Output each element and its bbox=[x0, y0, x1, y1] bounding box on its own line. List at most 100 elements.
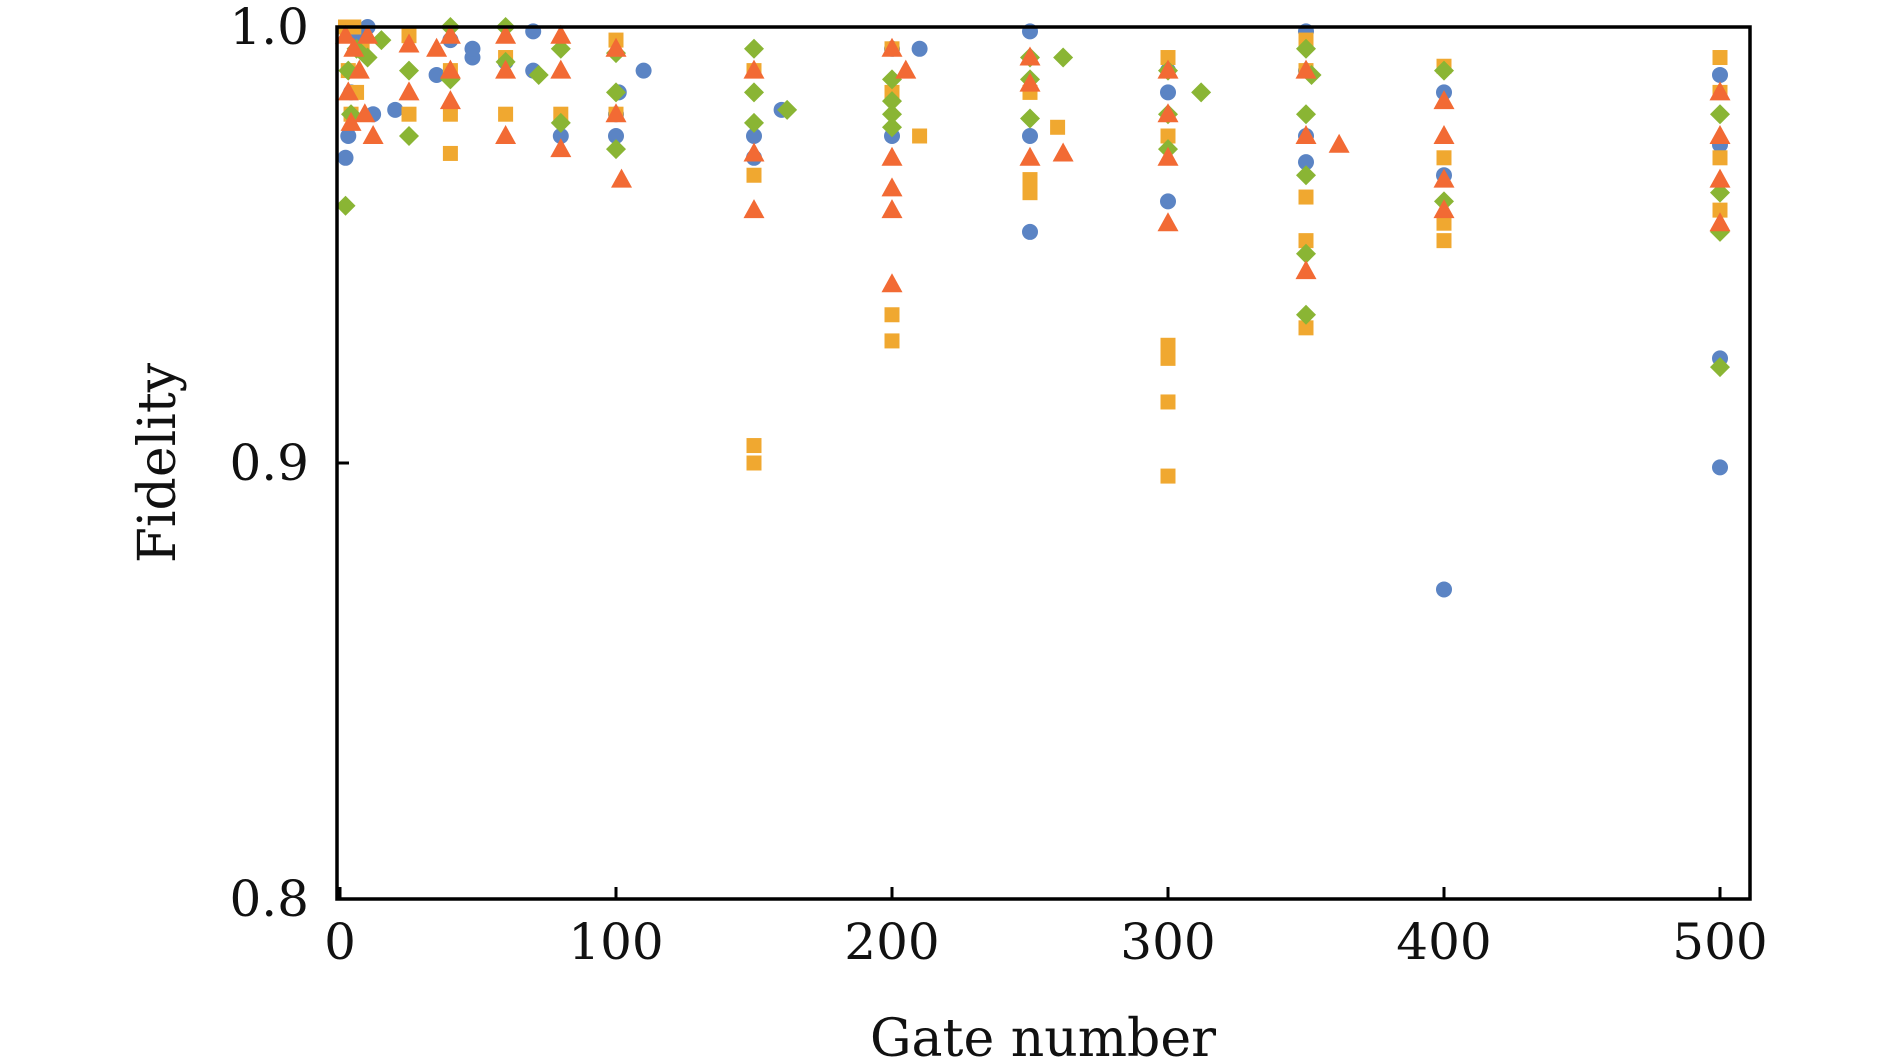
data-point-circle bbox=[911, 40, 928, 57]
data-point-circle bbox=[746, 128, 762, 144]
data-point-triangle bbox=[743, 142, 765, 162]
data-point-triangle bbox=[605, 103, 627, 123]
data-point-triangle bbox=[1295, 260, 1317, 280]
data-point-diamond bbox=[1710, 182, 1730, 203]
data-point-square bbox=[1436, 150, 1452, 166]
data-point-diamond bbox=[777, 99, 798, 120]
data-point-circle bbox=[1160, 193, 1176, 210]
data-point-circle bbox=[608, 128, 624, 144]
data-point-triangle bbox=[1157, 103, 1179, 123]
data-point-triangle bbox=[1709, 81, 1731, 101]
data-point-triangle bbox=[881, 199, 903, 219]
data-point-square bbox=[1298, 233, 1314, 249]
data-point-square bbox=[1436, 233, 1452, 249]
data-point-square bbox=[1160, 50, 1176, 66]
data-point-diamond bbox=[550, 38, 571, 59]
data-point-diamond bbox=[744, 112, 764, 133]
data-point-triangle bbox=[340, 111, 362, 131]
data-point-square bbox=[746, 455, 762, 471]
data-point-circle bbox=[1436, 581, 1452, 598]
data-point-diamond bbox=[1710, 104, 1730, 125]
data-point-triangle bbox=[1019, 46, 1041, 66]
x-tick-label: 200 bbox=[844, 913, 939, 971]
data-point-square bbox=[1298, 320, 1314, 336]
data-point-triangle bbox=[337, 81, 359, 101]
data-point-triangle bbox=[1433, 199, 1455, 219]
data-point-triangle bbox=[354, 103, 376, 123]
data-point-circle bbox=[1298, 154, 1314, 171]
data-point-triangle bbox=[611, 168, 633, 188]
data-point-diamond bbox=[1296, 165, 1316, 186]
data-point-diamond bbox=[1296, 304, 1316, 325]
data-point-circle bbox=[387, 101, 404, 118]
data-point-triangle bbox=[1157, 146, 1179, 166]
data-point-triangle bbox=[1709, 168, 1731, 188]
data-point-square bbox=[746, 438, 762, 454]
data-point-triangle bbox=[1433, 168, 1455, 188]
data-point-triangle bbox=[881, 146, 903, 166]
data-point-triangle bbox=[1019, 146, 1041, 166]
data-point-circle bbox=[1160, 84, 1176, 101]
data-point-triangle bbox=[1019, 72, 1041, 92]
data-point-triangle bbox=[343, 37, 365, 57]
data-point-triangle bbox=[550, 59, 572, 79]
y-axis-title: Fidelity bbox=[128, 362, 188, 563]
data-point-triangle bbox=[743, 59, 765, 79]
data-point-square bbox=[1436, 215, 1452, 231]
data-point-triangle bbox=[426, 37, 448, 57]
data-point-circle bbox=[340, 128, 357, 144]
data-point-triangle bbox=[1157, 59, 1179, 79]
data-point-triangle bbox=[357, 24, 379, 44]
data-point-square bbox=[401, 106, 417, 122]
axis-ticks: 0 100 200 300 400 500 0.8 0.9 1.0 bbox=[229, 0, 1767, 971]
data-point-diamond bbox=[606, 82, 626, 103]
data-point-circle bbox=[635, 62, 652, 79]
data-point-triangle bbox=[439, 59, 461, 79]
data-point-triangle bbox=[1709, 125, 1731, 144]
x-tick-label: 0 bbox=[324, 913, 356, 971]
series-triangle bbox=[335, 24, 1731, 293]
data-point-square bbox=[912, 128, 928, 144]
data-point-triangle bbox=[881, 177, 903, 197]
data-point-triangle bbox=[335, 24, 357, 44]
data-point-triangle bbox=[550, 138, 572, 158]
data-point-diamond bbox=[882, 91, 902, 112]
data-point-triangle bbox=[1709, 212, 1731, 232]
data-point-triangle bbox=[495, 24, 517, 44]
data-point-diamond bbox=[606, 139, 626, 160]
x-tick-label: 100 bbox=[568, 913, 663, 971]
data-marks bbox=[335, 17, 1731, 598]
data-point-diamond bbox=[882, 104, 902, 125]
data-point-circle bbox=[1022, 128, 1038, 144]
data-point-diamond bbox=[1191, 82, 1212, 103]
data-point-diamond bbox=[399, 126, 419, 146]
data-point-diamond bbox=[1434, 60, 1454, 81]
data-point-square bbox=[1160, 468, 1176, 484]
y-tick-label: 0.9 bbox=[229, 434, 309, 492]
data-point-diamond bbox=[1296, 243, 1316, 264]
data-point-square bbox=[1050, 119, 1066, 135]
series-circle bbox=[337, 19, 1728, 598]
data-point-square bbox=[1160, 394, 1176, 410]
data-point-circle bbox=[1022, 223, 1038, 240]
data-point-square bbox=[1712, 202, 1728, 218]
data-point-diamond bbox=[550, 112, 571, 133]
data-point-diamond bbox=[744, 82, 764, 103]
data-point-triangle bbox=[495, 125, 517, 144]
data-point-square bbox=[1298, 189, 1314, 205]
data-point-square bbox=[1160, 350, 1176, 366]
data-point-square bbox=[884, 307, 900, 323]
data-point-triangle bbox=[362, 125, 384, 144]
y-tick-label: 1.0 bbox=[229, 0, 309, 56]
data-point-triangle bbox=[439, 24, 461, 44]
data-point-circle bbox=[464, 40, 481, 57]
data-point-diamond bbox=[1053, 47, 1074, 68]
data-point-diamond bbox=[1296, 104, 1316, 125]
data-point-diamond bbox=[399, 60, 419, 81]
data-point-square bbox=[442, 106, 458, 122]
data-point-triangle bbox=[1157, 212, 1179, 232]
data-point-triangle bbox=[1328, 133, 1350, 153]
data-point-triangle bbox=[439, 90, 461, 110]
data-point-triangle bbox=[605, 37, 627, 57]
